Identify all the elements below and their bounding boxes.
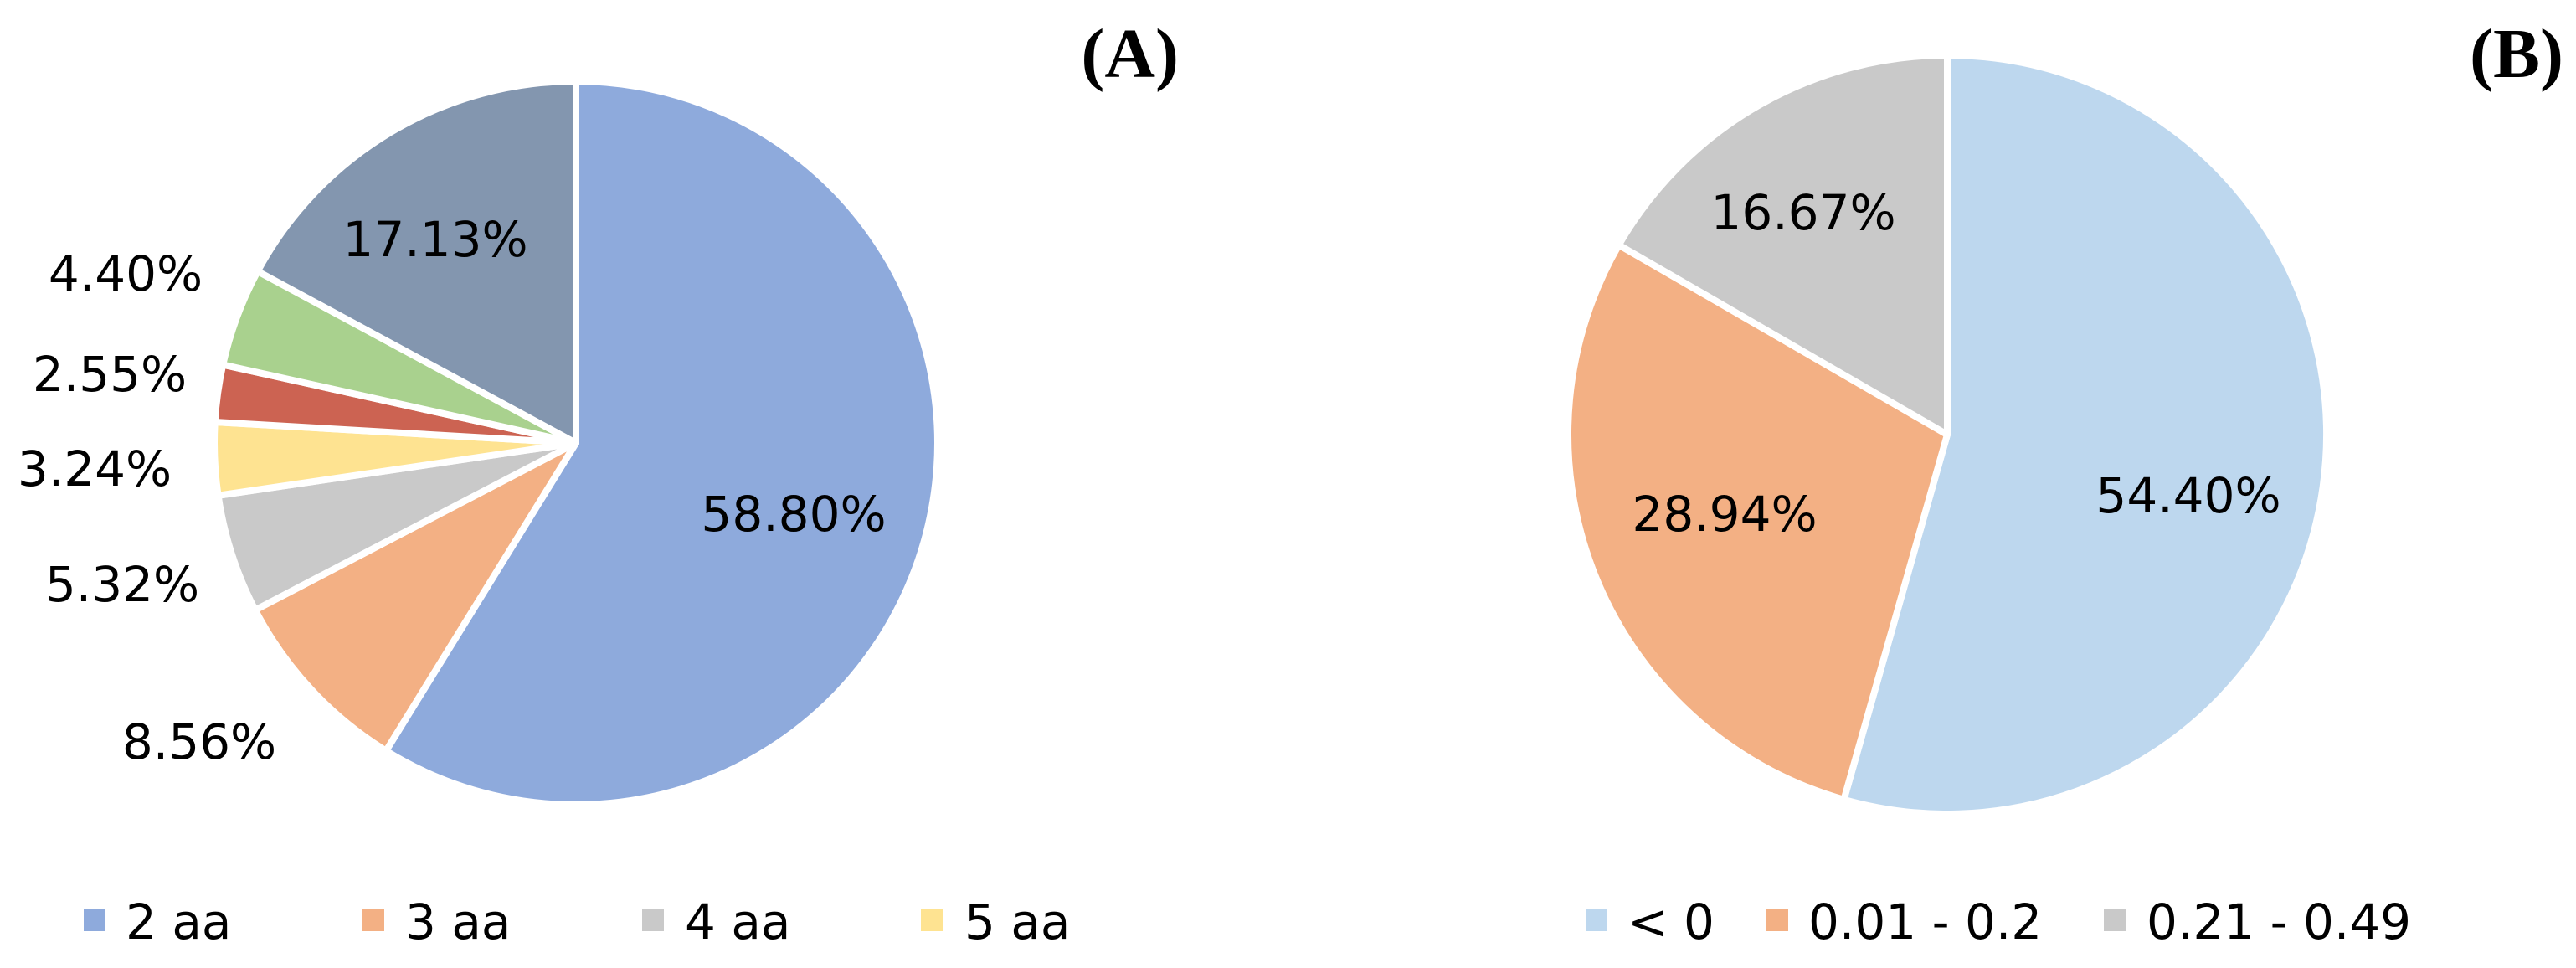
data-label-b-001-02: 28.94% <box>1632 486 1817 543</box>
pie-slice-a-2 <box>251 440 579 754</box>
data-label-b-lt0: 54.40% <box>2095 467 2280 524</box>
legend-swatch-2aa <box>84 909 105 931</box>
legend-label-2aa: 2 aa <box>126 893 231 950</box>
pie-chart-b: (B) 54.40% 28.94% 16.67% < 0 0.01 - 0.2 … <box>1565 15 2563 950</box>
legend-b: < 0 0.01 - 0.2 0.21 - 0.49 <box>1586 893 2411 950</box>
legend-swatch-4aa <box>642 909 664 931</box>
legend-swatch-5aa <box>921 909 943 931</box>
data-label-a-green-slice: 4.40% <box>49 245 203 302</box>
pie-slices-b <box>1565 52 2330 817</box>
legend-label-4aa: 4 aa <box>685 893 790 950</box>
legend-swatch-001-02 <box>1766 909 1788 931</box>
pie-slice-b-3 <box>1615 52 1951 438</box>
data-label-a-5aa: 3.24% <box>18 440 172 497</box>
legend-swatch-021-049 <box>2104 909 2126 931</box>
legend-swatch-3aa <box>362 909 384 931</box>
data-label-a-blue-gray-slice: 17.13% <box>342 211 527 268</box>
pie-slice-a-7 <box>254 78 579 446</box>
data-label-a-red-slice: 2.55% <box>33 346 187 403</box>
legend-label-lt0: < 0 <box>1627 893 1715 950</box>
data-label-a-3aa: 8.56% <box>122 713 276 770</box>
pie-chart-a: (A) 58.80% 8.56% 5.32% 3.24% 2.55% 4.40%… <box>18 15 1179 950</box>
data-label-a-2aa: 58.80% <box>701 486 886 543</box>
pie-slices-a <box>211 78 941 808</box>
legend-label-001-02: 0.01 - 0.2 <box>1808 893 2042 950</box>
legend-label-5aa: 5 aa <box>964 893 1070 950</box>
legend-a: 2 aa 3 aa 4 aa 5 aa <box>84 893 1070 950</box>
legend-swatch-lt0 <box>1586 909 1607 931</box>
panel-label-b: (B) <box>2470 15 2563 93</box>
data-labels-b: 54.40% 28.94% 16.67% <box>1632 184 2280 543</box>
data-label-b-021-049: 16.67% <box>1710 184 1895 241</box>
legend-label-021-049: 0.21 - 0.49 <box>2147 893 2411 950</box>
pie-slice-a-1 <box>383 78 941 808</box>
data-label-a-4aa: 5.32% <box>45 556 199 613</box>
data-labels-a: 58.80% 8.56% 5.32% 3.24% 2.55% 4.40% 17.… <box>18 211 887 770</box>
pie-slice-b-1 <box>1840 52 2330 817</box>
panel-label-a: (A) <box>1081 15 1179 93</box>
legend-label-3aa: 3 aa <box>405 893 511 950</box>
